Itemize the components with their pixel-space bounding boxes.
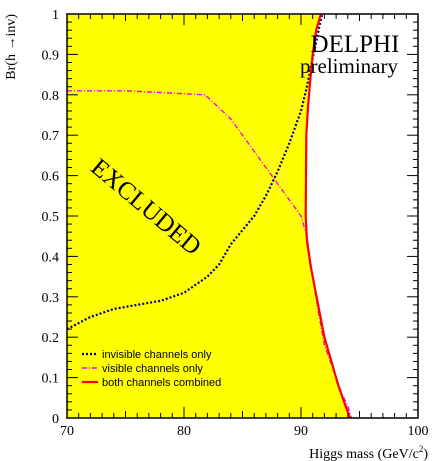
y-tick-label: 0 <box>52 412 59 427</box>
y-tick-label: 0.3 <box>42 291 60 306</box>
y-tick-label: 0.7 <box>42 129 60 144</box>
axis-ticks <box>66 13 419 419</box>
curves <box>66 13 352 419</box>
experiment-label: DELPHI <box>311 31 400 58</box>
series-line-3 <box>304 13 352 419</box>
tick-labels: 70 80 90 100 0 0.1 0.2 0.3 0.4 0.5 0.6 0.7 0.8 0.9 1 <box>42 8 429 439</box>
y-tick-label: 0.9 <box>42 48 60 63</box>
y-tick-label: 0.1 <box>42 372 60 387</box>
y-tick-label: 0.2 <box>42 331 60 346</box>
y-tick-label: 0.4 <box>42 250 60 265</box>
y-tick-label: 0.5 <box>42 210 60 225</box>
x-tick-label: 80 <box>177 424 191 439</box>
x-axis-label-sup: 2 <box>419 444 424 454</box>
excluded-area <box>67 14 351 418</box>
legend-label: invisible channels only <box>102 349 212 361</box>
y-axis-label: Br(h →inv) <box>4 14 19 80</box>
x-tick-label: 70 <box>60 424 74 439</box>
series-line-1 <box>66 13 324 331</box>
x-tick-label: 90 <box>294 424 308 439</box>
excluded-region <box>67 14 351 418</box>
x-tick-label: 100 <box>408 424 429 439</box>
x-axis-label-close: ) <box>423 447 428 461</box>
y-tick-label: 0.6 <box>42 170 60 185</box>
x-axis-label: Higgs mass (GeV/c2) <box>309 444 428 461</box>
legend-label: both channels combined <box>102 377 221 389</box>
x-axis-label-main: Higgs mass (GeV/c <box>309 447 419 461</box>
legend-label: visible channels only <box>102 363 203 375</box>
legend: invisible channels only visible channels … <box>82 349 221 389</box>
y-tick-label: 1 <box>52 8 59 23</box>
y-tick-label: 0.8 <box>42 89 60 104</box>
status-label: preliminary <box>300 54 398 78</box>
